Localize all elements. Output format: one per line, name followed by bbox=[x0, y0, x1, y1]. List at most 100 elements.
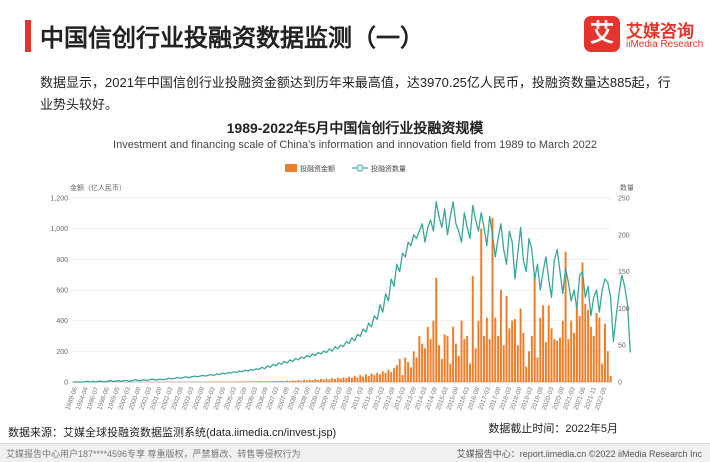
amount-bar bbox=[446, 336, 448, 382]
amount-bar bbox=[244, 381, 246, 382]
amount-bar bbox=[359, 375, 361, 382]
amount-bar bbox=[427, 327, 429, 382]
amount-bar bbox=[283, 381, 285, 382]
amount-bar bbox=[387, 370, 389, 382]
amount-bar bbox=[376, 373, 378, 382]
investment-chart: 投融资金额投融资数量金额（亿人民币）数量02004006008001,0001,… bbox=[0, 150, 710, 425]
amount-bar bbox=[475, 348, 477, 382]
amount-bar bbox=[525, 367, 527, 382]
amount-bar bbox=[553, 339, 555, 382]
amount-bar bbox=[289, 381, 291, 382]
amount-bar bbox=[539, 318, 541, 382]
amount-bar bbox=[385, 373, 387, 382]
amount-bar bbox=[494, 318, 496, 382]
amount-bar bbox=[320, 379, 322, 382]
amount-bar bbox=[579, 316, 581, 382]
logo-mark-icon: 艾 bbox=[584, 16, 620, 52]
amount-bar bbox=[477, 321, 479, 382]
amount-bar bbox=[601, 364, 603, 382]
amount-bar bbox=[413, 351, 415, 382]
amount-bar bbox=[522, 333, 524, 382]
amount-bar bbox=[472, 276, 474, 382]
legend-label-amount: 投融资金额 bbox=[300, 164, 335, 173]
amount-bar bbox=[396, 365, 398, 382]
y-right-tick-label: 250 bbox=[618, 196, 630, 203]
amount-bar bbox=[326, 379, 328, 382]
y-right-tick-label: 50 bbox=[618, 343, 626, 350]
amount-bar bbox=[562, 321, 564, 382]
y-right-tick-label: 200 bbox=[618, 232, 630, 239]
amount-bar bbox=[489, 339, 491, 382]
amount-bar bbox=[300, 381, 302, 382]
amount-bar bbox=[559, 338, 561, 382]
amount-bar bbox=[373, 375, 375, 382]
y-left-tick-label: 200 bbox=[56, 349, 68, 356]
amount-bar bbox=[306, 380, 308, 382]
amount-bar bbox=[303, 380, 305, 382]
amount-bar bbox=[441, 359, 443, 382]
amount-bar bbox=[486, 318, 488, 382]
amount-bar bbox=[469, 364, 471, 382]
amount-bar bbox=[607, 351, 609, 382]
amount-bar bbox=[323, 380, 325, 382]
amount-bar bbox=[587, 310, 589, 382]
amount-bar bbox=[596, 313, 598, 382]
page-title: 中国信创行业投融资数据监测（一） bbox=[40, 18, 424, 53]
amount-bar bbox=[281, 381, 283, 382]
y-left-tick-label: 1,000 bbox=[50, 226, 68, 233]
amount-bar bbox=[461, 321, 463, 382]
amount-bar bbox=[536, 357, 538, 382]
amount-bar bbox=[255, 381, 257, 382]
amount-bar bbox=[604, 324, 606, 382]
y-left-tick-label: 800 bbox=[56, 257, 68, 264]
amount-bar bbox=[382, 371, 384, 382]
amount-bar bbox=[511, 321, 513, 382]
amount-bar bbox=[292, 380, 294, 382]
amount-bar bbox=[238, 381, 240, 382]
amount-bar bbox=[458, 356, 460, 382]
logo-text-en: iiMedia Research bbox=[626, 39, 703, 50]
amount-bar bbox=[455, 344, 457, 382]
amount-bar bbox=[430, 339, 432, 382]
amount-bar bbox=[278, 381, 280, 382]
amount-bar bbox=[261, 381, 263, 382]
y-left-tick-label: 0 bbox=[64, 380, 68, 387]
amount-bar bbox=[286, 381, 288, 382]
amount-bar bbox=[424, 348, 426, 382]
amount-bar bbox=[258, 381, 260, 382]
amount-bar bbox=[295, 381, 297, 382]
footer-copyright-notice: 艾媒报告中心用户187****4596专享 尊重版权，严禁篡改、转售等侵权行为 bbox=[6, 447, 301, 460]
amount-bar bbox=[576, 305, 578, 382]
amount-bar bbox=[418, 336, 420, 382]
amount-bar bbox=[393, 368, 395, 382]
amount-bar bbox=[311, 380, 313, 382]
amount-bar bbox=[432, 321, 434, 382]
amount-bar bbox=[520, 308, 522, 382]
amount-bar bbox=[410, 367, 412, 382]
amount-bar bbox=[401, 375, 403, 382]
amount-bar bbox=[354, 376, 356, 382]
legend-swatch-amount bbox=[285, 164, 297, 172]
amount-bar bbox=[390, 372, 392, 382]
amount-bar bbox=[379, 374, 381, 382]
amount-bar bbox=[593, 336, 595, 382]
amount-bar bbox=[331, 378, 333, 382]
amount-bar bbox=[500, 290, 502, 382]
amount-bar bbox=[368, 376, 370, 382]
amount-bar bbox=[598, 318, 600, 382]
amount-bar bbox=[452, 327, 454, 382]
amount-bar bbox=[508, 328, 510, 382]
amount-bar bbox=[362, 377, 364, 382]
amount-bar bbox=[567, 339, 569, 382]
amount-bar bbox=[514, 319, 516, 382]
data-deadline: 数据截止时间：2022年5月 bbox=[488, 420, 618, 436]
amount-bar bbox=[463, 339, 465, 382]
amount-bar bbox=[534, 275, 536, 382]
amount-bar bbox=[252, 381, 254, 382]
amount-bar bbox=[416, 357, 418, 382]
amount-bar bbox=[371, 374, 373, 382]
y-left-tick-label: 1,200 bbox=[50, 196, 68, 203]
amount-bar bbox=[466, 336, 468, 382]
amount-bar bbox=[337, 378, 339, 382]
amount-bar bbox=[342, 377, 344, 382]
